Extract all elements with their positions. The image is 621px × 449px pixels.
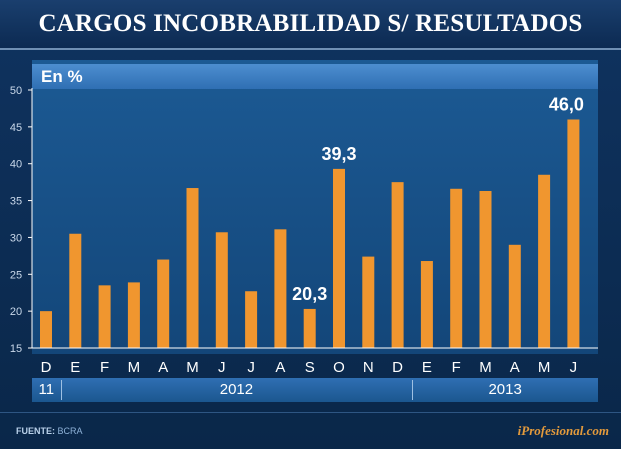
x-tick-label: O (333, 359, 345, 376)
bar-9 (303, 308, 316, 348)
bar-12 (391, 182, 404, 348)
x-tick-label: J (247, 359, 255, 376)
bar-2 (98, 285, 111, 348)
x-tick-label: J (570, 359, 578, 376)
bar-10 (333, 168, 345, 348)
year-separator (60, 380, 62, 400)
year-label: 2013 (488, 381, 522, 398)
bar-17 (538, 174, 551, 348)
bar-8 (274, 229, 287, 348)
data-label: 20,3 (292, 284, 327, 304)
bar-0 (40, 311, 52, 348)
y-tick-label: 25 (10, 269, 22, 281)
x-tick-label: M (479, 359, 492, 376)
plot-panel (32, 60, 598, 354)
bar-4 (157, 259, 170, 348)
source-note: FUENTE: BCRA (16, 426, 83, 436)
bar-5 (186, 188, 199, 348)
x-tick-label: A (275, 359, 285, 376)
x-tick-label: N (363, 359, 374, 376)
bar-6 (215, 232, 228, 348)
brand-logo: iProfesional.com (517, 423, 609, 438)
x-tick-label: E (70, 359, 80, 376)
x-tick-label: S (305, 359, 315, 376)
year-band: 11 2012 2013 (32, 378, 598, 402)
bar-1 (69, 233, 82, 348)
x-tick-label: A (510, 359, 520, 376)
unit-label: En % (41, 67, 83, 86)
x-tick-label: M (128, 359, 141, 376)
source-value: BCRA (57, 426, 83, 436)
y-tick-label: 45 (10, 122, 22, 134)
data-label: 46,0 (549, 94, 584, 114)
y-tick-label: 20 (10, 306, 22, 318)
y-tick-label: 15 (10, 343, 22, 355)
source-label: FUENTE: (16, 426, 55, 436)
bar-3 (127, 282, 140, 348)
y-tick-label: 40 (10, 159, 22, 171)
bar-15 (479, 190, 492, 348)
x-tick-label: A (158, 359, 168, 376)
x-tick-label: F (100, 359, 109, 376)
y-tick-label: 35 (10, 196, 22, 208)
year-label: 11 (38, 381, 55, 398)
bar-14 (450, 188, 463, 348)
bar-13 (420, 261, 433, 348)
year-label: 2012 (219, 381, 254, 398)
bar-18 (567, 119, 580, 348)
x-tick-label: J (218, 359, 226, 376)
x-tick-label: F (452, 359, 461, 376)
bar-11 (362, 256, 375, 348)
year-separator (412, 380, 414, 400)
data-label: 39,3 (321, 144, 356, 164)
x-tick-label: M (186, 359, 199, 376)
x-tick-label: D (392, 359, 403, 376)
y-tick-label: 30 (10, 232, 22, 244)
bar-16 (508, 244, 521, 348)
unit-label-box: En % (32, 64, 598, 89)
x-tick-label: E (422, 359, 432, 376)
footer-divider (0, 412, 621, 413)
chart-title: CARGOS INCOBRABILIDAD S/ RESULTADOS MENS… (0, 0, 621, 85)
x-tick-label: D (41, 359, 52, 376)
y-tick-label: 50 (10, 85, 22, 97)
x-tick-label: M (538, 359, 551, 376)
bar-7 (245, 291, 258, 348)
